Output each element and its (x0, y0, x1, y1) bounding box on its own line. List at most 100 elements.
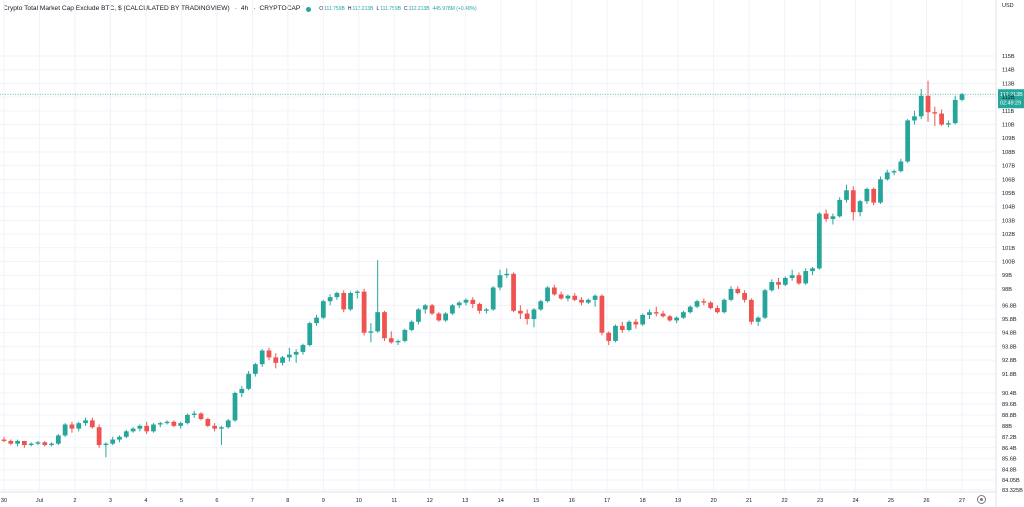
candle-body (450, 305, 455, 314)
y-tick-label: 86.4B (1002, 446, 1017, 452)
candle-body (715, 308, 720, 313)
timeframe-label[interactable]: 4h (240, 5, 249, 12)
candle-body (640, 314, 646, 325)
candle-body (660, 313, 666, 317)
candle-body (606, 332, 612, 341)
visibility-dot-icon[interactable] (306, 6, 312, 12)
candle-body (205, 419, 211, 426)
candle-body (748, 299, 754, 322)
y-tick-label: 94.8B (1002, 331, 1017, 337)
chart-settings-icon[interactable] (977, 495, 986, 504)
candle-body (402, 329, 408, 341)
x-tick-label: 25 (888, 498, 894, 504)
grid-lines (0, 0, 996, 492)
candle-body (884, 172, 890, 180)
candle-body (789, 275, 795, 278)
candle-body (782, 277, 788, 285)
candle-body (232, 392, 238, 421)
x-tick-label: 13 (462, 498, 468, 504)
candle-body (599, 295, 605, 333)
x-tick-label: 20 (711, 498, 717, 504)
y-tick-label: 99B (1002, 273, 1012, 279)
y-tick-label: 105B (1002, 191, 1015, 197)
candle-body (280, 357, 285, 363)
candle-body (932, 112, 938, 114)
y-tick-label: 88.8B (1002, 413, 1017, 419)
candle-body (382, 312, 387, 339)
candle-body (76, 423, 82, 429)
candle-body (354, 291, 360, 294)
x-tick-label: 16 (569, 498, 575, 504)
symbol-legend: Crypto Total Market Cap Exclude BTC, $ (… (3, 3, 477, 15)
legend-separator: · (253, 5, 256, 12)
candle-body (388, 338, 394, 343)
y-tick-label: 115B (1002, 54, 1015, 60)
x-tick-label: 4 (144, 498, 147, 504)
candle-body (524, 313, 530, 320)
candle-body (89, 420, 95, 428)
candle-body (816, 213, 822, 269)
x-tick-label: 21 (746, 498, 752, 504)
candle-body (293, 351, 299, 355)
y-tick-label: 103B (1002, 218, 1015, 224)
candle-body (334, 293, 340, 298)
x-tick-label: 9 (322, 498, 325, 504)
x-tick-label: Jul (36, 498, 43, 504)
y-tick-label: 107B (1002, 164, 1015, 170)
y-tick-label: 90.4B (1002, 391, 1017, 397)
candle-body (579, 299, 584, 303)
candle-body (925, 95, 931, 113)
candle-body (117, 436, 122, 440)
candle-body (918, 95, 924, 117)
candle-body (137, 425, 143, 429)
currency-label[interactable]: USD (1002, 3, 1014, 9)
candle-body (619, 325, 625, 330)
candle-body (721, 299, 727, 313)
candle-body (694, 301, 700, 307)
candle-body (130, 428, 136, 432)
candle-body (667, 316, 673, 321)
x-tick-label: 18 (640, 498, 646, 504)
candle-body (626, 321, 632, 330)
y-tick-label: 88B (1002, 424, 1012, 430)
x-tick-label: 26 (923, 498, 929, 504)
x-tick-label: 24 (852, 498, 858, 504)
candle-body (647, 312, 652, 315)
candle-body (484, 309, 489, 311)
x-tick-label: 6 (215, 498, 218, 504)
candle-body (687, 306, 693, 313)
candle-body (490, 287, 496, 310)
y-tick-label: 83.325B (1002, 488, 1023, 494)
symbol-title[interactable]: Crypto Total Market Cap Exclude BTC, $ (… (3, 5, 230, 12)
candle-body (463, 299, 469, 303)
candle-body (436, 313, 442, 321)
candle-body (1, 439, 7, 441)
y-tick-label: 108B (1002, 150, 1015, 156)
x-tick-label: 5 (180, 498, 183, 504)
candle-body (653, 312, 659, 314)
candle-body (286, 354, 292, 358)
candle-body (110, 439, 116, 444)
candle-body (348, 293, 353, 310)
candle-body (891, 171, 897, 173)
candle-body (144, 425, 150, 432)
x-tick-label: 10 (356, 498, 362, 504)
candle-body (341, 293, 347, 310)
x-tick-label: 14 (498, 498, 504, 504)
candle-body (633, 321, 639, 325)
candle-body (422, 305, 428, 310)
candle-body (959, 94, 965, 100)
candle-body (253, 364, 258, 374)
candle-body (905, 120, 911, 162)
candle-body (409, 321, 415, 330)
candle-body (49, 443, 54, 446)
y-tick-label: 95.8B (1002, 317, 1017, 323)
candle-body (762, 290, 768, 318)
close-key: C (403, 6, 408, 12)
price-badge-bg (998, 89, 1024, 109)
candle-body (22, 440, 27, 446)
x-tick-label: 2 (73, 498, 76, 504)
candle-body (8, 440, 14, 444)
